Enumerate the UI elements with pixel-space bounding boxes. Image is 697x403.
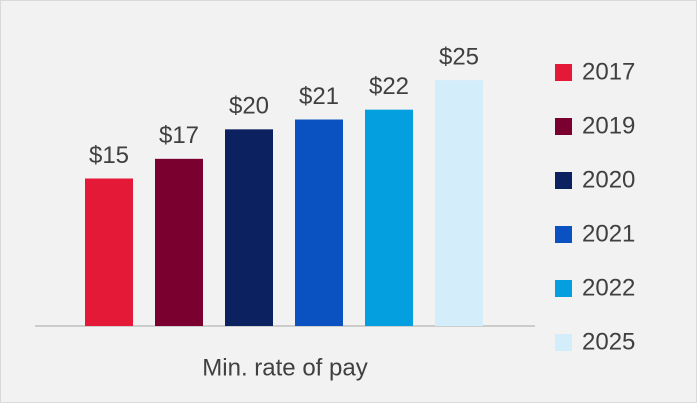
legend-swatch: [555, 226, 572, 243]
data-label: $21: [299, 83, 339, 110]
legend-label: 2020: [582, 166, 635, 193]
data-label: $17: [159, 122, 199, 149]
data-label: $22: [369, 73, 409, 100]
bar: [225, 129, 273, 326]
legend-swatch: [555, 280, 572, 297]
legend-swatch: [555, 64, 572, 81]
legend-label: 2017: [582, 58, 635, 85]
legend-label: 2022: [582, 274, 635, 301]
legend-swatch: [555, 172, 572, 189]
x-tick-label: Min. rate of pay: [202, 354, 367, 381]
legend-label: 2025: [582, 328, 635, 355]
data-label: $25: [439, 44, 479, 71]
legend-label: 2021: [582, 220, 635, 247]
bar: [435, 80, 483, 327]
data-label: $15: [89, 142, 129, 169]
data-label: $20: [229, 93, 269, 120]
bar: [155, 158, 203, 326]
bar: [365, 109, 413, 327]
legend-swatch: [555, 118, 572, 135]
legend-swatch: [555, 334, 572, 351]
legend-label: 2019: [582, 112, 635, 139]
bar: [295, 119, 343, 326]
bar: [85, 178, 133, 326]
